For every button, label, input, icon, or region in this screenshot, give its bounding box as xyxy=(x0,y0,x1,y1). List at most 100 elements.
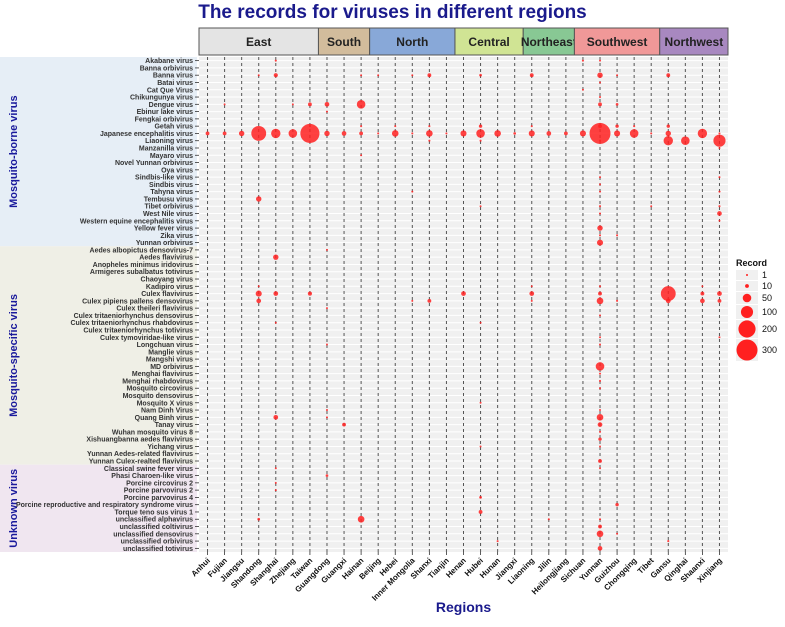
y-tick-label: Menghai flavivirus xyxy=(132,371,193,378)
data-point xyxy=(598,372,602,375)
data-point xyxy=(596,530,604,538)
y-tick-label: unclassified orbivirus xyxy=(121,539,193,546)
data-point xyxy=(324,130,330,137)
y-tick-label: Oya virus xyxy=(161,167,193,174)
data-point xyxy=(547,518,550,521)
data-point xyxy=(342,422,346,427)
data-point xyxy=(599,336,602,339)
chart-title: The records for viruses in different reg… xyxy=(198,2,587,23)
data-point xyxy=(598,459,602,463)
data-point xyxy=(718,205,721,208)
y-tick-label: Cat Que Virus xyxy=(147,87,193,94)
data-point xyxy=(718,190,721,193)
data-point xyxy=(411,190,414,193)
data-point xyxy=(616,532,619,535)
data-point xyxy=(325,248,328,251)
y-tick-label: Yunnan Aedes-related flavivirus xyxy=(87,451,193,458)
region-group-label: East xyxy=(246,35,271,49)
y-tick-label: Yunnan orbivirus xyxy=(136,240,193,247)
virus-group-label: Unknown virus xyxy=(8,469,20,548)
data-point xyxy=(615,102,619,106)
data-point xyxy=(681,136,690,145)
y-tick-label: Nam Dinh Virus xyxy=(141,408,193,415)
data-point xyxy=(513,132,517,135)
y-tick-label: Manglie virus xyxy=(148,349,193,356)
data-point xyxy=(357,515,365,523)
virus-group-label: Mosquito-borne virus xyxy=(8,95,20,207)
y-tick-label: Quang Binh virus xyxy=(135,415,193,422)
data-point xyxy=(717,211,722,216)
data-point xyxy=(599,314,602,317)
y-tick-label: Mangshi virus xyxy=(146,357,193,364)
y-tick-label: Fengkai orbivirus xyxy=(135,116,193,123)
data-point xyxy=(598,139,602,142)
data-point xyxy=(718,176,721,179)
data-point xyxy=(530,285,533,288)
y-tick-label: Menghai rhabdovirus xyxy=(122,378,193,385)
y-tick-label: Mosquito circovirus xyxy=(126,386,193,393)
y-tick-label: Tanay virus xyxy=(155,422,193,429)
data-point xyxy=(614,130,621,137)
data-point xyxy=(341,131,347,136)
legend-label: 10 xyxy=(762,281,772,291)
region-group-label: Northeast xyxy=(521,35,577,49)
data-point xyxy=(411,74,414,77)
data-point xyxy=(718,219,721,222)
data-point xyxy=(325,416,328,419)
y-tick-label: Mosquito densovirus xyxy=(123,393,194,400)
data-point xyxy=(478,124,483,128)
data-point xyxy=(700,291,705,296)
data-point xyxy=(665,298,671,304)
y-tick-label: Dengue virus xyxy=(149,102,193,109)
data-point xyxy=(394,125,397,128)
data-point xyxy=(697,128,708,139)
data-point xyxy=(595,362,605,371)
y-tick-label: Sindbis-like virus xyxy=(135,175,193,182)
y-tick-label: Culex tritaeniorhynchus totivirus xyxy=(83,327,193,334)
data-point xyxy=(324,101,330,107)
data-point xyxy=(479,205,482,208)
data-point xyxy=(255,290,262,297)
y-tick-label: Xishuangbanna aedes flavivirus xyxy=(86,437,193,444)
data-point xyxy=(325,343,328,346)
data-point xyxy=(581,59,585,62)
region-group-label: North xyxy=(396,35,428,49)
data-point xyxy=(360,154,363,157)
data-point xyxy=(256,196,262,202)
virus-group-label: Mosquito-specific virus xyxy=(8,294,20,417)
data-point xyxy=(273,414,279,420)
y-tick-label: Yichang virus xyxy=(147,444,193,451)
y-tick-label: Yunnan Culex-realted flavivirus xyxy=(89,459,193,466)
data-point xyxy=(360,74,363,77)
data-point xyxy=(496,540,499,543)
data-point xyxy=(428,139,431,142)
data-point xyxy=(633,125,636,128)
data-point xyxy=(273,73,278,78)
y-tick-label: Culex theileri flavivirus xyxy=(116,306,193,313)
region-group-strip xyxy=(659,27,729,56)
data-point xyxy=(616,299,619,302)
data-point xyxy=(700,298,705,304)
data-point xyxy=(528,130,535,137)
y-tick-label: Tibet orbivirus xyxy=(145,204,194,211)
data-point xyxy=(596,297,604,305)
data-point xyxy=(479,496,482,499)
legend-point xyxy=(742,293,752,303)
legend-point xyxy=(736,339,758,361)
y-tick-label: Culex flavivirus xyxy=(141,291,193,298)
data-point xyxy=(589,122,611,144)
data-point xyxy=(598,234,602,237)
data-point xyxy=(411,132,414,135)
data-point xyxy=(325,409,329,412)
y-tick-label: Chaoyang virus xyxy=(140,277,193,284)
virus-group-band xyxy=(0,246,197,465)
data-point xyxy=(599,176,602,179)
legend-point xyxy=(745,284,749,288)
data-point xyxy=(718,132,721,135)
data-point xyxy=(427,298,432,303)
data-point xyxy=(579,130,586,137)
data-point xyxy=(360,125,363,128)
y-tick-label: unclassified totivirus xyxy=(123,546,193,553)
data-point xyxy=(660,286,676,302)
data-point xyxy=(426,130,433,137)
